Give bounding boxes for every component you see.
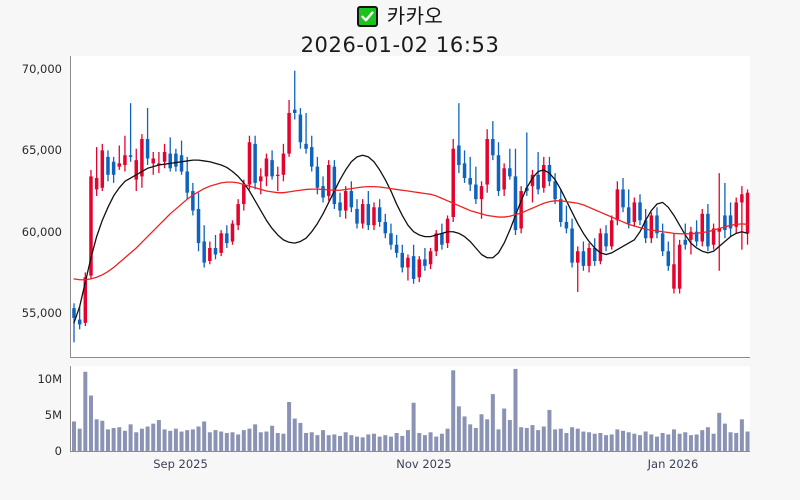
price-axis-tick-70000: 70,000	[21, 62, 62, 77]
green-check-icon	[356, 5, 378, 27]
chart-header: 카카오 2026-01-02 16:53	[0, 0, 800, 62]
date-axis-tick-jan-2026: Jan 2026	[647, 457, 699, 471]
date-axis-tick-sep-2025: Sep 2025	[153, 457, 208, 471]
volume-axis-tick-10m: 10M	[37, 371, 62, 386]
price-axis-tick-55000: 55,000	[21, 306, 62, 321]
volume-panel[interactable]	[70, 366, 750, 452]
volume-plot	[72, 368, 750, 451]
title-row: 카카오	[0, 0, 800, 30]
price-axis-tick-60000: 60,000	[21, 224, 62, 239]
volume-axis-tick-0: 0	[54, 444, 62, 458]
page-title: 카카오	[386, 4, 444, 28]
volume-axis-tick-5m: 5M	[44, 407, 62, 422]
price-axis-tick-65000: 65,000	[21, 143, 62, 158]
date-axis-tick-nov-2025: Nov 2025	[396, 457, 452, 471]
candlestick-plot	[72, 70, 750, 343]
price-panel[interactable]	[70, 56, 750, 358]
timestamp-label: 2026-01-02 16:53	[300, 33, 500, 57]
